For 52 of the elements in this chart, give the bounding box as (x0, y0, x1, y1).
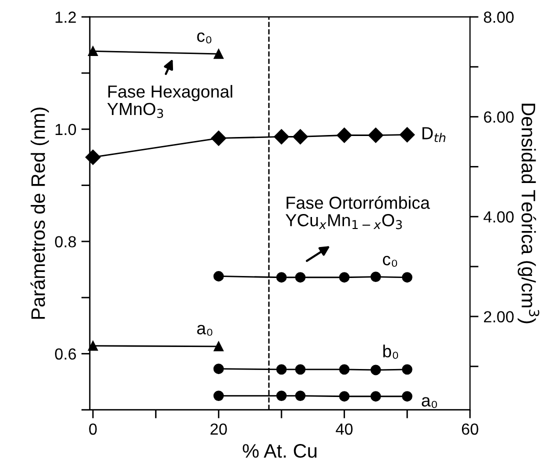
y2-tick-label: 6.00 (484, 111, 514, 123)
series-label: c₀ (382, 256, 398, 267)
point (295, 272, 306, 283)
x-tick-label: 60 (462, 423, 478, 435)
y2-tick-label: 2.00 (484, 311, 514, 322)
point (339, 272, 350, 283)
series-label: c₀ (197, 32, 212, 44)
point (295, 390, 306, 402)
point (370, 364, 381, 376)
y2-axis-title: Densidad Teórica (g/cm$^{3}$) (518, 104, 540, 324)
y-tick-label: 0.6 (55, 348, 76, 360)
y-tick-label: 1.2 (56, 12, 76, 23)
point (276, 364, 287, 375)
y2-tick-label: 8.00 (484, 12, 514, 23)
point (339, 364, 350, 375)
y-tick-label: 1.0 (56, 124, 76, 136)
point (402, 391, 412, 402)
point (400, 127, 415, 142)
y-axis-title: Parámetros de Red (nm) (30, 108, 49, 319)
point (214, 49, 224, 59)
y-tick-label: 0.8 (55, 236, 76, 248)
point (276, 390, 287, 402)
series-label: D$_{th}$ (422, 127, 446, 142)
point (276, 272, 287, 283)
point (88, 46, 98, 56)
point (213, 390, 224, 402)
point (295, 364, 306, 375)
point (85, 150, 101, 165)
series-label: a₀ (422, 397, 437, 408)
series-label: a₀ (197, 324, 212, 336)
point (402, 272, 412, 283)
point (274, 129, 290, 144)
x-tick-label: 0 (89, 423, 97, 435)
x-axis-title: % At. Cu (242, 444, 316, 458)
point (213, 364, 224, 374)
point (214, 342, 224, 352)
point (213, 271, 224, 282)
point (368, 128, 384, 143)
annotation: Fase Ortorrómbica YCu$_{x}$Mn$_{1−x}$O$_{3}$ (286, 196, 430, 230)
y2-tick-label: 4.00 (484, 211, 514, 223)
point (211, 130, 226, 146)
annotation: Fase Hexagonal YMnO$_{3}$ (107, 84, 232, 118)
point (370, 391, 381, 402)
point (292, 129, 308, 144)
series-label: b₀ (383, 344, 398, 359)
x-tick-label: 20 (210, 423, 227, 435)
point (370, 272, 381, 282)
point (402, 364, 412, 375)
point (339, 391, 350, 402)
point (336, 128, 352, 143)
x-tick-label: 40 (336, 423, 353, 435)
point (88, 340, 98, 351)
